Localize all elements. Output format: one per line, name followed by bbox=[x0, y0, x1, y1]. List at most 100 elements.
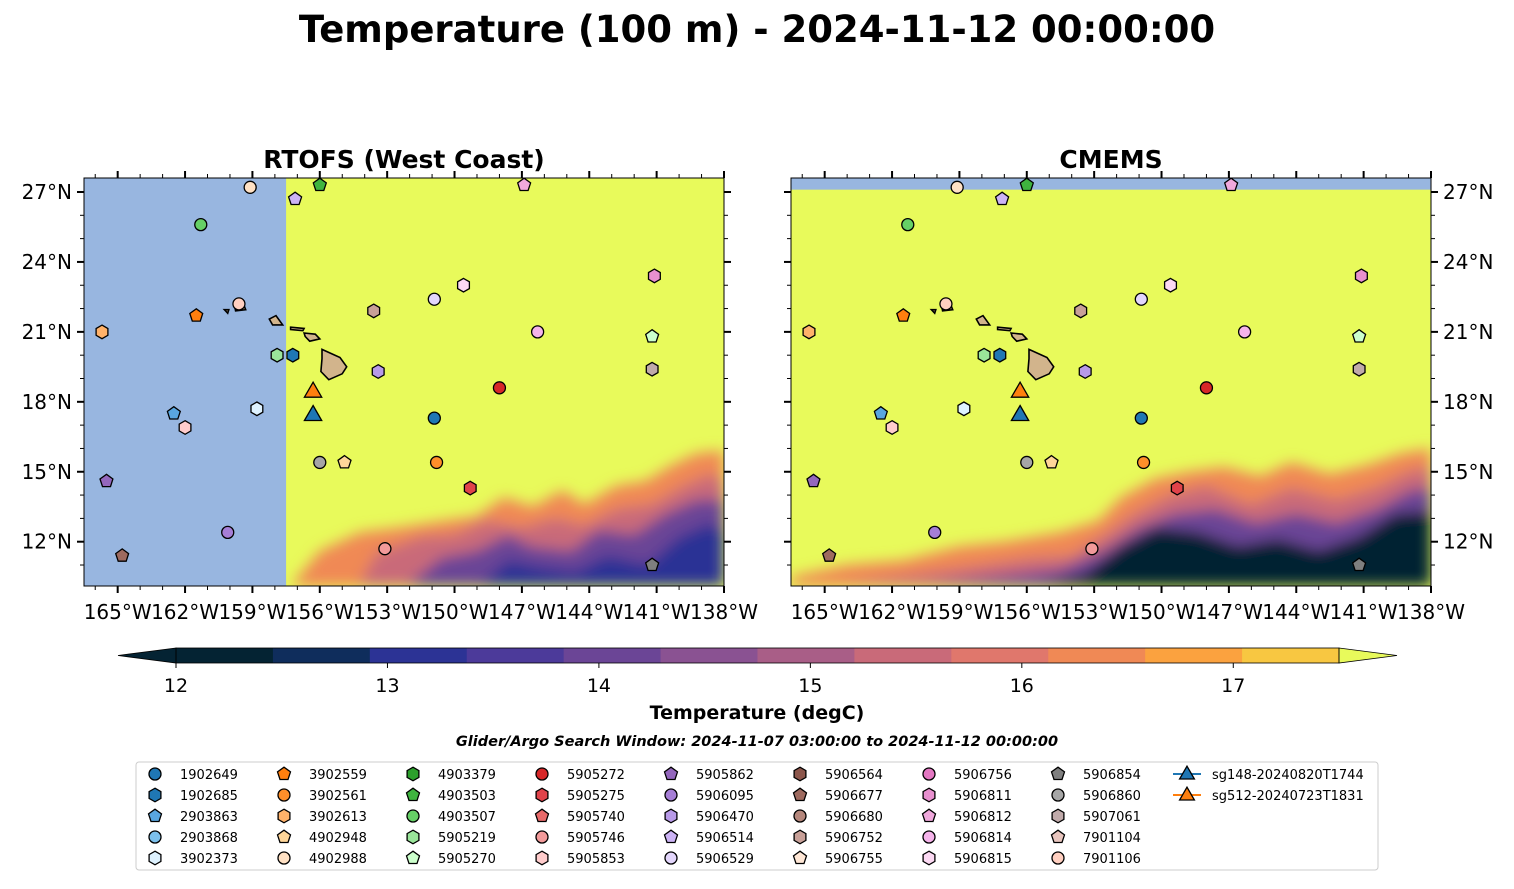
platform-3902613 bbox=[95, 324, 109, 340]
legend-label: 5905746 bbox=[567, 831, 625, 846]
legend-item-5906755: 5906755 bbox=[792, 850, 883, 867]
map-area-cmems bbox=[791, 178, 1431, 586]
platform-5905219 bbox=[977, 347, 991, 363]
legend-marker bbox=[663, 829, 679, 844]
legend-marker bbox=[1051, 808, 1065, 824]
axes-frame bbox=[790, 177, 1432, 587]
platform-5906860 bbox=[313, 455, 327, 470]
legend-item-5905270: 5905270 bbox=[405, 850, 496, 867]
platform-4902988 bbox=[243, 180, 257, 194]
legend-label: 5905219 bbox=[438, 831, 496, 846]
platform-5905853 bbox=[178, 419, 192, 436]
x-tick-label: 165°W bbox=[791, 600, 859, 624]
colorbar-tick-label: 14 bbox=[587, 675, 611, 697]
legend-label: 5906811 bbox=[954, 789, 1012, 804]
legend-marker bbox=[148, 787, 162, 803]
island-molokai bbox=[289, 326, 306, 332]
legend-marker bbox=[664, 808, 678, 824]
platform-1902649 bbox=[427, 411, 441, 425]
legend-marker bbox=[406, 809, 420, 823]
platform-sg512-20240723T1831 bbox=[1010, 380, 1030, 398]
platform-3902373 bbox=[957, 401, 971, 417]
legend-marker bbox=[405, 787, 421, 802]
legend-item-3902373: 3902373 bbox=[148, 850, 238, 867]
legend-label: 5906564 bbox=[825, 768, 883, 783]
platform-5905219 bbox=[270, 347, 284, 363]
legend-item-5905862: 5905862 bbox=[663, 766, 754, 783]
platform-5906752 bbox=[1074, 303, 1088, 319]
legend-marker bbox=[922, 830, 936, 844]
y-tick-label: 15°N bbox=[22, 460, 72, 484]
x-tick-label: 138°W bbox=[1397, 600, 1465, 624]
no-data-region bbox=[791, 178, 1431, 190]
platform-5906812 bbox=[1223, 178, 1239, 192]
legend-marker bbox=[147, 808, 163, 823]
legend-label: 3902561 bbox=[309, 789, 367, 804]
legend-marker bbox=[663, 766, 679, 781]
legend-label: 5906514 bbox=[696, 831, 754, 846]
platform-5906529 bbox=[427, 292, 441, 306]
legend-item-5906811: 5906811 bbox=[922, 787, 1012, 804]
platform-3902561 bbox=[1136, 455, 1151, 470]
y-tick-label: 21°N bbox=[1443, 320, 1493, 344]
legend-item-5906860: 5906860 bbox=[1051, 788, 1141, 804]
legend-marker bbox=[276, 829, 292, 844]
platform-sg148-20240820T1744 bbox=[1010, 404, 1030, 422]
x-tick-label: 150°W bbox=[421, 600, 489, 624]
map-area-rtofs bbox=[84, 178, 724, 586]
legend-label: 5906854 bbox=[1083, 768, 1141, 783]
colorbar-segment bbox=[1145, 648, 1243, 663]
panel-cmems: CMEMS 165°W 162°W 159°W 156°W 153°W 150°W 147°… bbox=[784, 145, 1493, 624]
colorbar-segment bbox=[466, 648, 565, 663]
platform-markers bbox=[95, 178, 661, 572]
island-hawaii bbox=[320, 348, 348, 381]
platform-5905275 bbox=[463, 480, 477, 496]
island-niihau bbox=[929, 308, 937, 315]
colorbar-segment bbox=[951, 648, 1049, 663]
legend-label: 4903503 bbox=[438, 789, 496, 804]
legend-item-5906677: 5906677 bbox=[792, 787, 883, 804]
legend-label: 5905272 bbox=[567, 768, 625, 783]
temperature-contours bbox=[791, 448, 1431, 586]
legend: 1902649 1902685 2903863 2903868 3902373 39025… bbox=[147, 764, 1364, 867]
axis-ticks: 165°W 162°W 159°W 156°W 153°W 150°W 147°W 144°W… bbox=[784, 171, 1493, 624]
temperature-contours bbox=[292, 450, 724, 586]
island-oahu bbox=[975, 314, 992, 326]
legend-marker bbox=[277, 851, 291, 865]
colorbar-extend-low bbox=[117, 647, 177, 664]
platform-4903507 bbox=[901, 217, 915, 232]
platform-5906814 bbox=[530, 325, 545, 339]
platform-5906095 bbox=[221, 525, 235, 540]
platform-5905272 bbox=[492, 381, 507, 395]
y-tick-label: 18°N bbox=[1443, 390, 1493, 414]
platform-5905862 bbox=[99, 473, 114, 488]
legend-label: 3902613 bbox=[309, 810, 367, 825]
legend-item-5906756: 5906756 bbox=[922, 767, 1012, 783]
colorbar-segment bbox=[660, 648, 758, 663]
legend-item-sg148-20240820T1744: sg148-20240820T1744 bbox=[1173, 764, 1364, 783]
x-tick-label: 156°W bbox=[286, 600, 354, 624]
legend-label: 4902988 bbox=[309, 852, 367, 867]
legend-label: 1902685 bbox=[180, 789, 238, 804]
legend-item-5906680: 5906680 bbox=[793, 809, 883, 825]
contour-level-2 bbox=[409, 499, 724, 586]
x-tick-label: 144°W bbox=[1262, 600, 1330, 624]
x-tick-label: 141°W bbox=[1330, 600, 1398, 624]
platform-5906677 bbox=[821, 548, 837, 562]
contour-level-3 bbox=[481, 523, 724, 586]
colorbar-segment bbox=[272, 648, 371, 663]
legend-marker bbox=[406, 829, 420, 845]
legend-item-5905219: 5905219 bbox=[406, 829, 496, 846]
y-tick-label: 12°N bbox=[22, 530, 72, 554]
legend-label: 5906095 bbox=[696, 789, 754, 804]
y-tick-label: 15°N bbox=[1443, 460, 1493, 484]
legend-item-1902685: 1902685 bbox=[148, 787, 238, 804]
colorbar-label: Temperature (degC) bbox=[650, 702, 865, 724]
legend-marker bbox=[922, 767, 936, 781]
platform-5906811 bbox=[647, 268, 661, 284]
legend-marker bbox=[1051, 788, 1065, 802]
legend-label: 5906815 bbox=[954, 852, 1012, 867]
legend-marker bbox=[1050, 829, 1066, 844]
legend-label: 5906756 bbox=[954, 768, 1012, 783]
legend-marker bbox=[792, 850, 808, 865]
